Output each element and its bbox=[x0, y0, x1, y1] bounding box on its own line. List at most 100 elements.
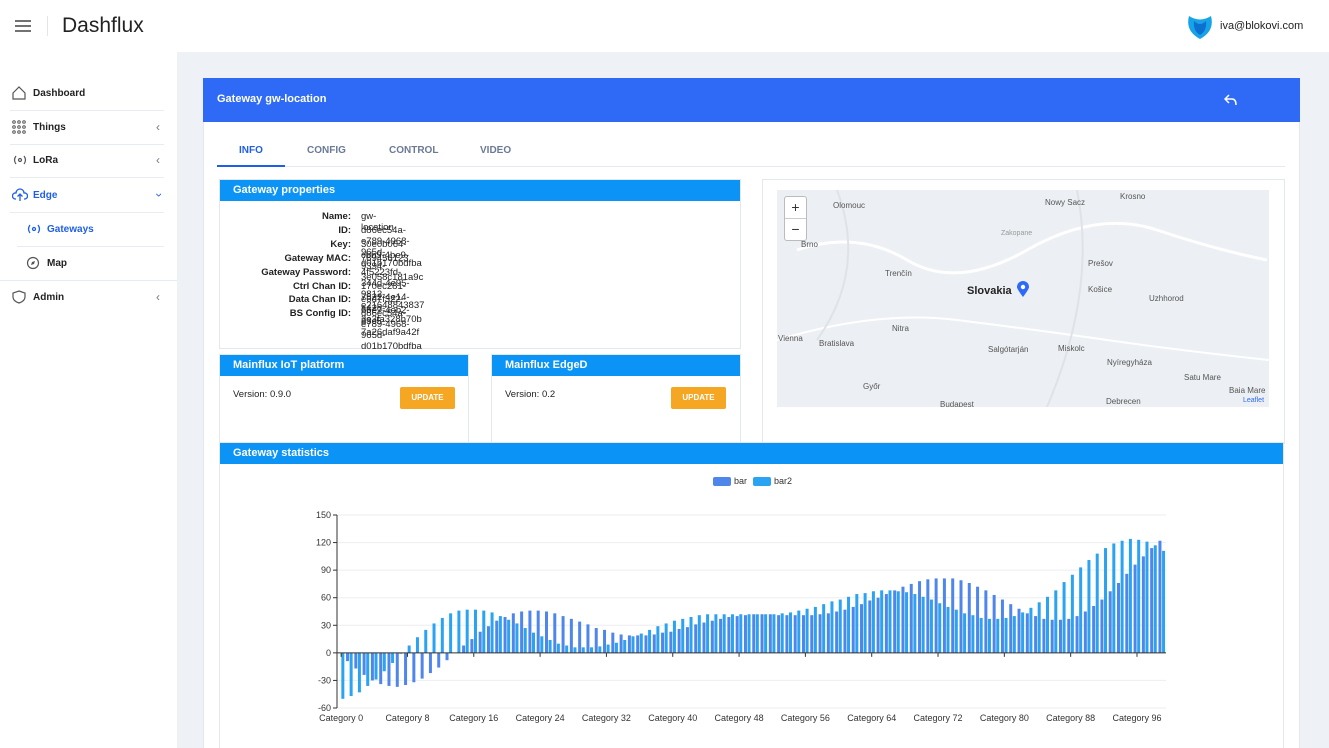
zoom-out[interactable]: − bbox=[791, 221, 800, 237]
bar bbox=[354, 652, 358, 669]
user-email[interactable]: iva@blokovi.com bbox=[1220, 20, 1304, 32]
bar bbox=[954, 609, 958, 653]
bar bbox=[349, 652, 353, 697]
bar bbox=[672, 620, 676, 653]
y-tick-label: 150 bbox=[316, 510, 331, 520]
property-label: Name: bbox=[321, 211, 351, 222]
bar bbox=[963, 613, 967, 653]
edged-panel: Mainflux EdgeD Version: 0.2 UPDATE bbox=[491, 354, 741, 444]
tab[interactable]: CONFIG bbox=[307, 145, 346, 156]
map-label: Slovakia bbox=[967, 285, 1012, 297]
bar bbox=[797, 610, 801, 653]
bar bbox=[1075, 616, 1079, 653]
bar bbox=[1009, 604, 1013, 653]
zoom-in[interactable]: + bbox=[785, 197, 806, 219]
map-marker[interactable] bbox=[1017, 281, 1029, 298]
bar bbox=[1042, 618, 1046, 653]
bar bbox=[532, 632, 536, 653]
bar bbox=[639, 633, 643, 653]
update-button[interactable]: UPDATE bbox=[400, 387, 455, 409]
property-value: 170ec281-7522-4e14-a42d-3e3fa328b70b bbox=[361, 280, 422, 325]
bar bbox=[661, 632, 665, 653]
bar bbox=[515, 623, 519, 653]
bar bbox=[606, 644, 610, 653]
bar bbox=[884, 594, 888, 653]
bar bbox=[860, 604, 864, 653]
map-label: Baia Mare bbox=[1229, 386, 1266, 395]
bar bbox=[793, 615, 797, 653]
bar bbox=[1079, 567, 1083, 653]
bar bbox=[511, 613, 515, 653]
map[interactable]: Olomouc Nowy Sacz Krosno Brno Zakopane T… bbox=[777, 190, 1269, 407]
bar bbox=[1150, 548, 1154, 653]
properties-panel: Gateway properties bbox=[219, 179, 741, 349]
nav-lora[interactable]: LoRa ‹ bbox=[10, 144, 164, 178]
nav-dashboard[interactable]: Dashboard bbox=[10, 77, 164, 111]
panel-title: Mainflux EdgeD bbox=[492, 355, 740, 376]
property-value: 4f5223fd-344d-4e95-9812-e21648843837 bbox=[361, 266, 425, 311]
property-label: Gateway Password: bbox=[261, 266, 351, 278]
nav-map[interactable]: Map bbox=[17, 247, 164, 280]
bar bbox=[1100, 599, 1104, 653]
bar bbox=[719, 618, 723, 653]
bar bbox=[1137, 539, 1141, 653]
x-tick-label: Category 0 bbox=[319, 713, 363, 723]
bar bbox=[578, 621, 582, 653]
menu-button[interactable] bbox=[14, 19, 32, 33]
bar bbox=[918, 581, 922, 653]
tab[interactable]: CONTROL bbox=[389, 145, 439, 156]
bar bbox=[938, 603, 942, 653]
nav-things[interactable]: Things ‹ bbox=[10, 111, 164, 145]
property-label: Gateway MAC: bbox=[284, 252, 351, 264]
nav-admin[interactable]: Admin ‹ bbox=[10, 281, 164, 314]
back-button[interactable] bbox=[1224, 94, 1238, 106]
map-label: Krosno bbox=[1120, 192, 1146, 201]
version: Version: 0.9.0 bbox=[233, 389, 292, 400]
bar bbox=[379, 652, 383, 685]
legend-swatch bbox=[753, 477, 771, 486]
bar bbox=[503, 617, 507, 653]
avatar[interactable] bbox=[1186, 13, 1214, 41]
card-header: Gateway gw-location bbox=[203, 78, 1300, 122]
bar bbox=[1133, 564, 1137, 653]
nav-gateways[interactable]: Gateways bbox=[17, 213, 164, 247]
x-tick-label: Category 8 bbox=[385, 713, 429, 723]
bar bbox=[777, 615, 781, 653]
bar bbox=[677, 628, 681, 653]
bar bbox=[473, 609, 477, 653]
bar bbox=[656, 626, 660, 653]
bar bbox=[992, 594, 996, 653]
bar bbox=[603, 629, 607, 653]
bar bbox=[851, 606, 855, 653]
bar bbox=[934, 578, 938, 653]
bar bbox=[1021, 612, 1025, 653]
tab[interactable]: VIDEO bbox=[480, 145, 512, 156]
bar bbox=[727, 617, 731, 653]
map-label: Vienna bbox=[778, 334, 803, 343]
bar bbox=[976, 586, 980, 653]
bar bbox=[540, 636, 544, 653]
bar bbox=[694, 624, 698, 653]
bar bbox=[979, 617, 983, 653]
bar bbox=[424, 629, 428, 653]
nav-label: Dashboard bbox=[33, 88, 86, 99]
bar bbox=[636, 635, 640, 653]
bar bbox=[395, 652, 399, 687]
map-label: Miskolc bbox=[1058, 344, 1085, 353]
tab[interactable]: INFO bbox=[239, 145, 263, 156]
bar bbox=[838, 599, 842, 653]
x-tick-label: Category 48 bbox=[715, 713, 764, 723]
nav-label: LoRa bbox=[33, 155, 58, 166]
bar bbox=[1087, 560, 1091, 653]
nav-edge[interactable]: Edge ‹ bbox=[10, 179, 165, 213]
y-tick-label: -60 bbox=[318, 703, 331, 713]
map-attribution[interactable]: Leaflet bbox=[1243, 397, 1265, 404]
bar bbox=[594, 628, 598, 653]
update-button[interactable]: UPDATE bbox=[671, 387, 726, 409]
bar bbox=[412, 652, 416, 683]
bar bbox=[855, 594, 859, 653]
bar bbox=[946, 606, 950, 653]
property-label: BS Config ID: bbox=[289, 308, 351, 320]
bar bbox=[490, 612, 494, 653]
